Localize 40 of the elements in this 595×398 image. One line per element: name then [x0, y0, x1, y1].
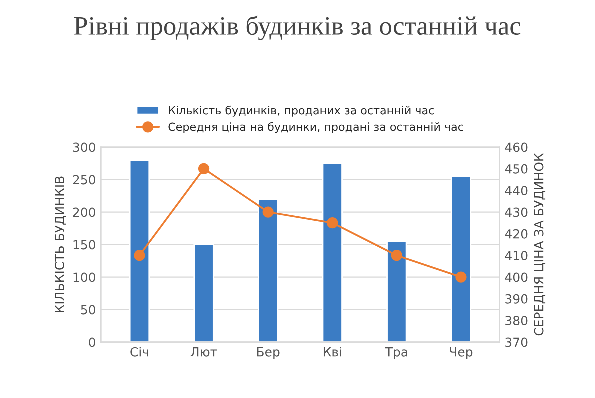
y2-tick-label: 440: [505, 186, 528, 196]
y-tick-label: 0: [89, 338, 96, 348]
bar: [129, 160, 150, 342]
point: [391, 250, 402, 262]
y2-axis-title: СЕРЕДНЯ ЦІНА ЗА БУДИНОК: [534, 153, 546, 336]
bar: [386, 240, 408, 342]
x-tick-label: Лют: [190, 348, 218, 357]
point: [134, 250, 146, 262]
y-tick-label: 300: [73, 142, 96, 152]
point: [456, 272, 467, 283]
y-axis-title: КІЛЬКІСТЬ БУДИНКІВ: [54, 176, 66, 312]
x-tick-label: Січ: [130, 347, 148, 357]
chart-title: Рівні продажів будинків за останній час: [74, 16, 521, 41]
bar: [450, 176, 472, 342]
y2-tick-label: 450: [505, 164, 528, 174]
y2-tick-label: 390: [506, 294, 528, 304]
x-tick-label: Тра: [385, 348, 408, 360]
y2-tick-label: 430: [505, 208, 528, 218]
legend-label: Кількість будинків, проданих за останній час: [169, 106, 434, 117]
bar: [322, 162, 343, 342]
bar: [258, 198, 279, 342]
y2-tick-label: 410: [505, 251, 528, 261]
x-tick-label: Чер: [450, 348, 473, 360]
y2-tick-label: 380: [506, 316, 528, 326]
point: [262, 206, 274, 218]
y2-tick-label: 400: [505, 272, 528, 282]
y2-tick-label: 420: [505, 229, 528, 239]
y-tick-label: 250: [73, 175, 96, 185]
y-tick-label: 50: [81, 305, 96, 315]
bar: [194, 244, 214, 342]
y2-tick-label: 460: [505, 142, 528, 152]
x-tick-label: Кві: [324, 347, 342, 357]
point: [198, 163, 210, 174]
y-tick-label: 150: [74, 240, 96, 250]
y-tick-label: 200: [73, 208, 96, 218]
x-tick-label: Бер: [257, 348, 280, 360]
y2-tick-label: 370: [506, 338, 528, 348]
y-tick-label: 100: [74, 272, 96, 282]
legend-label: Середня ціна на будинки, продані за останній час: [168, 122, 464, 134]
point: [327, 218, 338, 229]
